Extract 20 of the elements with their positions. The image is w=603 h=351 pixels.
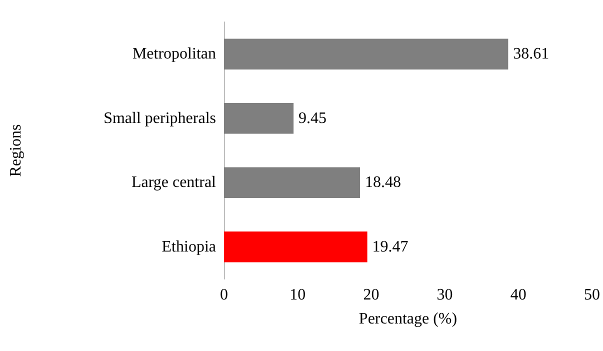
bar bbox=[224, 102, 294, 134]
data-label: 19.47 bbox=[372, 238, 408, 256]
bar bbox=[224, 38, 508, 70]
x-tick-label: 20 bbox=[363, 286, 380, 304]
x-tick-label: 30 bbox=[436, 286, 453, 304]
y-tick-label: Ethiopia bbox=[162, 238, 216, 256]
x-axis-title: Percentage (%) bbox=[358, 310, 458, 328]
x-tick-label: 10 bbox=[290, 286, 306, 304]
data-label: 9.45 bbox=[298, 110, 327, 127]
bar bbox=[224, 231, 368, 262]
bar bbox=[224, 167, 360, 198]
data-label: 18.48 bbox=[365, 174, 402, 192]
y-axis-title: Regions bbox=[8, 124, 24, 177]
y-tick-label: Small peripherals bbox=[104, 110, 216, 127]
x-tick-label: 40 bbox=[510, 286, 526, 304]
y-tick-label: Large central bbox=[131, 174, 217, 192]
x-tick-label: 50 bbox=[584, 286, 600, 304]
y-tick-label: Metropolitan bbox=[132, 46, 216, 63]
data-label: 38.61 bbox=[513, 46, 550, 63]
x-tick-label: 0 bbox=[220, 286, 228, 304]
